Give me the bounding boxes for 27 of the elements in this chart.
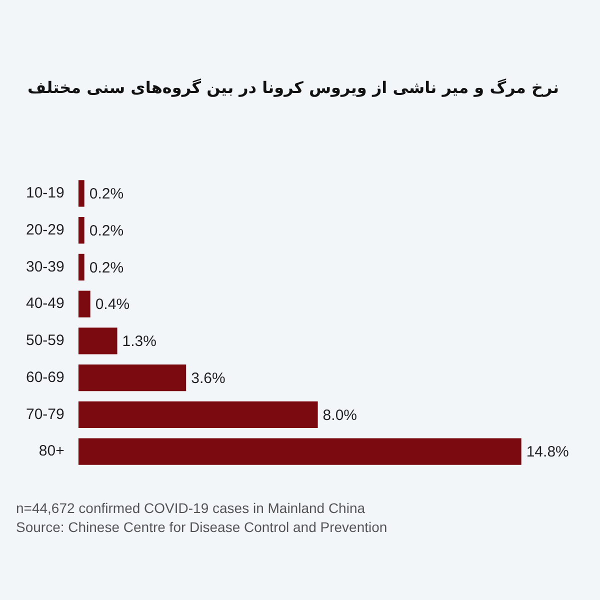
data-label: 0.2% (89, 259, 124, 276)
data-label: 0.2% (89, 222, 124, 240)
bar (78, 438, 522, 465)
bar (78, 364, 186, 392)
data-label: 1.3% (122, 333, 156, 350)
data-label: 14.8% (526, 444, 569, 461)
text: n=44,672 confirmed COVID-19 cases in Mainland China (16, 499, 366, 518)
y-tick-label: 20-29 (26, 221, 64, 238)
y-tick-label: 10-19 (26, 184, 64, 202)
y-tick-label: 60-69 (26, 368, 64, 386)
y-tick-label: 70-79 (26, 406, 64, 423)
source-note: Source: Chinese Centre for Disease Control and Prevention (16, 518, 388, 537)
y-tick-label: 80+ (38, 442, 65, 460)
y-tick-label: 50-59 (26, 332, 64, 350)
bar (78, 217, 84, 244)
data-label: 3.6% (191, 370, 226, 387)
bar (78, 290, 90, 318)
y-tick-label: 40-49 (26, 295, 64, 312)
data-label: 0.2% (89, 186, 124, 203)
bar (78, 401, 318, 428)
data-label: 8.0% (322, 406, 358, 424)
bar (78, 254, 84, 280)
y-tick-label: 30-39 (26, 258, 64, 276)
data-label: 0.4% (95, 296, 130, 314)
chart-title: نرخ مرگ و میر ناشی از ویروس کرونا در بین گروه‌های سنی مختلف (26, 78, 559, 97)
bar (78, 180, 84, 207)
bar (78, 328, 118, 354)
